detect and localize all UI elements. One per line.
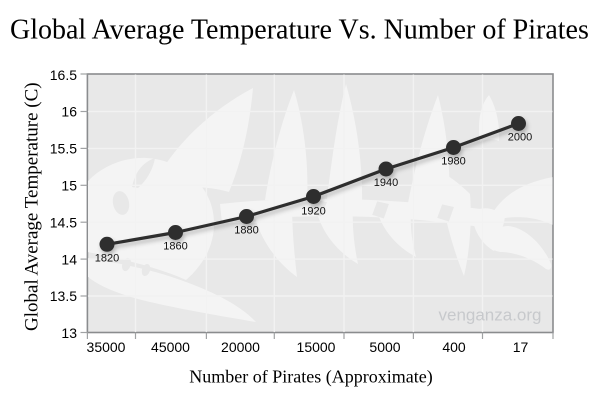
svg-text:17: 17	[513, 339, 529, 355]
svg-text:1820: 1820	[95, 253, 119, 265]
svg-text:2000: 2000	[508, 132, 532, 144]
svg-text:1940: 1940	[374, 177, 398, 189]
svg-text:Global Average Temperature Vs.: Global Average Temperature Vs. Number of…	[10, 15, 589, 46]
svg-text:13.5: 13.5	[50, 288, 77, 304]
svg-text:400: 400	[442, 339, 466, 355]
svg-text:5000: 5000	[369, 339, 400, 355]
svg-text:1880: 1880	[234, 225, 258, 237]
svg-text:venganza.org: venganza.org	[438, 306, 541, 325]
svg-text:Global Average Temperature (C): Global Average Temperature (C)	[22, 82, 43, 331]
svg-text:16.5: 16.5	[50, 67, 77, 83]
svg-text:1980: 1980	[441, 156, 465, 168]
svg-text:Number of Pirates (Approximate: Number of Pirates (Approximate)	[189, 367, 432, 388]
svg-text:15: 15	[61, 178, 77, 194]
svg-text:15.5: 15.5	[50, 141, 77, 157]
svg-text:20000: 20000	[221, 339, 260, 355]
svg-text:15000: 15000	[297, 339, 336, 355]
svg-text:16: 16	[61, 104, 77, 120]
svg-text:1860: 1860	[163, 241, 187, 253]
svg-text:35000: 35000	[87, 339, 126, 355]
svg-text:13: 13	[61, 325, 77, 341]
svg-text:14: 14	[61, 251, 77, 267]
svg-text:45000: 45000	[151, 339, 190, 355]
svg-text:1920: 1920	[301, 206, 325, 218]
svg-text:14.5: 14.5	[50, 214, 77, 230]
